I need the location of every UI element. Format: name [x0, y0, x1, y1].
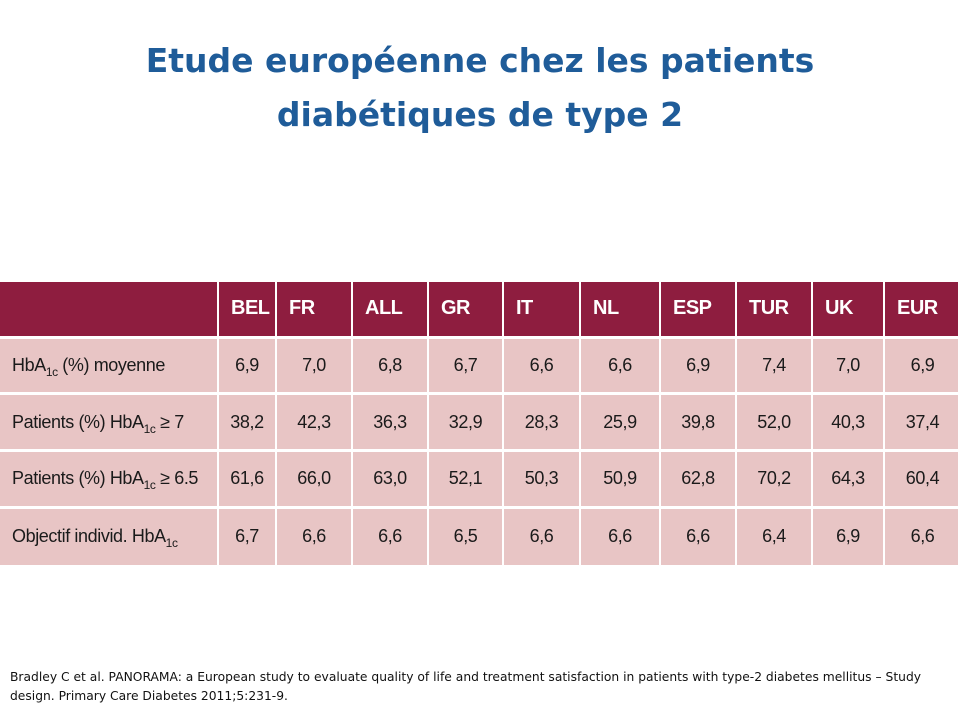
table-cell: 50,9 [579, 448, 660, 508]
column-header: FR [275, 282, 352, 337]
table-cell: 70,2 [735, 448, 812, 508]
table-cell: 6,4 [735, 505, 812, 565]
table-cell: 52,0 [735, 392, 812, 451]
table-cell: 6,6 [579, 505, 660, 565]
table-cell: 6,6 [502, 335, 580, 394]
row-label: Patients (%) HbA1c ≥ 7 [0, 392, 218, 451]
column-header: NL [579, 282, 660, 337]
table-cell: 32,9 [427, 392, 503, 451]
table-cell: 6,8 [351, 335, 428, 394]
slide-title: Etude européenne chez les patients diabé… [145, 41, 815, 134]
header-corner-cell [0, 282, 218, 337]
table-cell: 6,6 [659, 505, 736, 565]
table-cell: 6,9 [883, 335, 960, 394]
table-cell: 38,2 [217, 392, 276, 451]
table-cell: 60,4 [883, 448, 960, 508]
row-label: Patients (%) HbA1c ≥ 6.5 [0, 448, 218, 508]
table-cell: 6,6 [351, 505, 428, 565]
table-row: Objectif individ. HbA1c 6,7 6,6 6,6 6,5 … [0, 505, 960, 565]
table-cell: 6,6 [883, 505, 960, 565]
citation-footnote: Bradley C et al. PANORAMA: a European st… [10, 670, 922, 703]
table-row: Patients (%) HbA1c ≥ 6.5 61,6 66,0 63,0 … [0, 448, 960, 508]
table-right-border [958, 282, 960, 565]
results-table-container: BEL FR ALL GR IT NL ESP TUR UK EUR HbA1c… [0, 282, 960, 565]
table-cell: 66,0 [275, 448, 352, 508]
table-cell: 6,5 [427, 505, 503, 565]
column-header: UK [811, 282, 884, 337]
column-header: BEL [217, 282, 276, 337]
column-header: EUR [883, 282, 960, 337]
table-cell: 40,3 [811, 392, 884, 451]
column-header: ALL [351, 282, 428, 337]
results-table: BEL FR ALL GR IT NL ESP TUR UK EUR HbA1c… [0, 282, 960, 565]
table-cell: 61,6 [217, 448, 276, 508]
table-cell: 6,6 [275, 505, 352, 565]
table-cell: 39,8 [659, 392, 736, 451]
table-cell: 7,0 [811, 335, 884, 394]
column-header: TUR [735, 282, 812, 337]
column-header: ESP [659, 282, 736, 337]
table-cell: 36,3 [351, 392, 428, 451]
table-cell: 42,3 [275, 392, 352, 451]
table-cell: 64,3 [811, 448, 884, 508]
table-cell: 7,4 [735, 335, 812, 394]
table-cell: 6,7 [427, 335, 503, 394]
table-cell: 6,9 [659, 335, 736, 394]
row-label: Objectif individ. HbA1c [0, 505, 218, 565]
table-cell: 63,0 [351, 448, 428, 508]
table-header-row: BEL FR ALL GR IT NL ESP TUR UK EUR [0, 282, 960, 337]
table-cell: 6,7 [217, 505, 276, 565]
table-cell: 6,9 [811, 505, 884, 565]
table-cell: 25,9 [579, 392, 660, 451]
table-row: Patients (%) HbA1c ≥ 7 38,2 42,3 36,3 32… [0, 392, 960, 451]
table-row: HbA1c (%) moyenne 6,9 7,0 6,8 6,7 6,6 6,… [0, 335, 960, 394]
column-header: IT [502, 282, 580, 337]
row-label: HbA1c (%) moyenne [0, 335, 218, 394]
table-cell: 62,8 [659, 448, 736, 508]
table-cell: 37,4 [883, 392, 960, 451]
column-header: GR [427, 282, 503, 337]
table-cell: 52,1 [427, 448, 503, 508]
table-cell: 6,9 [217, 335, 276, 394]
table-cell: 6,6 [579, 335, 660, 394]
table-cell: 28,3 [502, 392, 580, 451]
table-cell: 50,3 [502, 448, 580, 508]
table-cell: 6,6 [502, 505, 580, 565]
table-cell: 7,0 [275, 335, 352, 394]
